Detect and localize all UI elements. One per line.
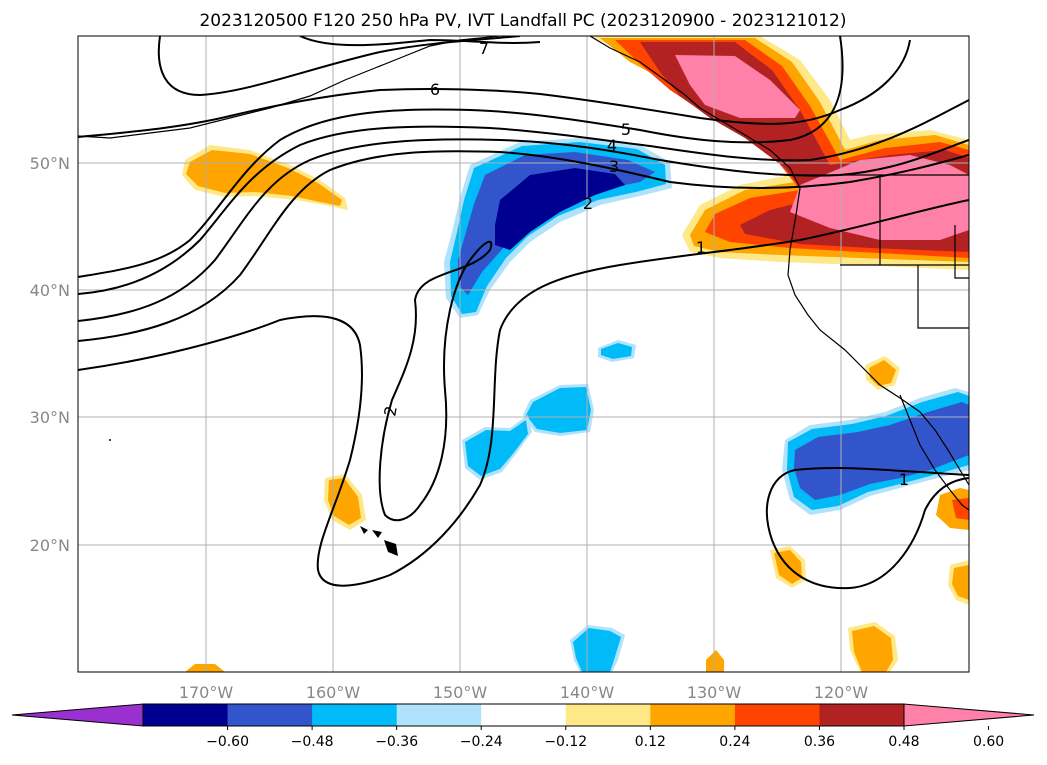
islands xyxy=(109,439,398,556)
contour-label: 7 xyxy=(479,39,489,58)
lon-tick-label: 160°W xyxy=(306,683,361,702)
latitude-labels: 50°N 40°N 30°N 20°N xyxy=(30,154,70,555)
colorbar-tick-label: −0.24 xyxy=(460,734,503,750)
colorbar-segment xyxy=(565,704,651,726)
colorbar-tick-label: 0.60 xyxy=(973,734,1004,750)
lon-tick-label: 140°W xyxy=(560,683,615,702)
colorbar-extend-max xyxy=(904,704,1034,726)
lat-tick-label: 30°N xyxy=(30,408,70,427)
colorbar-segment xyxy=(396,704,482,726)
contour-label: 2 xyxy=(583,194,593,213)
lat-tick-label: 40°N xyxy=(30,281,70,300)
colorbar-tick-label: 0.36 xyxy=(804,734,835,750)
pv-contours xyxy=(78,36,969,590)
colorbar-tick-label: 0.48 xyxy=(888,734,919,750)
map-frame xyxy=(77,35,970,673)
colorbar-segment xyxy=(734,704,820,726)
lat-tick-label: 50°N xyxy=(30,154,70,173)
colorbar-segment xyxy=(143,704,229,726)
colorbar: −0.60 −0.48 −0.36 −0.24 −0.12 0.12 0.24 0.36 0.4… xyxy=(11,703,1035,750)
pv-contour-labels: 7 6 5 4 3 2 1 2 1 xyxy=(380,39,909,489)
colorbar-segment xyxy=(650,704,736,726)
colorbar-frame xyxy=(142,703,905,727)
negative-ivt-anomalies xyxy=(444,138,969,672)
colorbar-segment xyxy=(312,704,398,726)
colorbar-tick-label: −0.48 xyxy=(291,734,334,750)
lat-tick-label: 20°N xyxy=(30,536,70,555)
map-panel: 7 6 5 4 3 2 1 2 1 xyxy=(78,36,969,672)
colorbar-segment xyxy=(227,704,313,726)
colorbar-extend-min xyxy=(12,704,143,726)
contour-label: 4 xyxy=(607,136,617,155)
colorbar-segment xyxy=(819,704,905,726)
lon-tick-label: 150°W xyxy=(433,683,488,702)
colorbar-segment xyxy=(481,704,567,726)
colorbar-ticks: −0.60 −0.48 −0.36 −0.24 −0.12 0.12 0.24 0.36 0.4… xyxy=(206,726,1004,750)
lon-tick-label: 120°W xyxy=(814,683,869,702)
colorbar-tick-label: 0.24 xyxy=(719,734,750,750)
contour-label: 3 xyxy=(609,157,619,176)
contour-label: 5 xyxy=(621,120,631,139)
colorbar-tick-label: 0.12 xyxy=(635,734,666,750)
contour-label: 1 xyxy=(899,470,909,489)
lon-tick-label: 130°W xyxy=(687,683,742,702)
longitude-labels: 170°W 160°W 150°W 140°W 130°W 120°W xyxy=(179,683,869,702)
lon-tick-label: 170°W xyxy=(179,683,234,702)
coastlines xyxy=(78,36,969,511)
colorbar-tick-label: −0.12 xyxy=(544,734,587,750)
colorbar-tick-label: −0.36 xyxy=(375,734,418,750)
map-title: 2023120500 F120 250 hPa PV, IVT Landfall… xyxy=(199,11,846,31)
colorbar-tick-label: −0.60 xyxy=(206,734,249,750)
colorbar-segments xyxy=(12,704,1034,726)
contour-label: 6 xyxy=(430,80,440,99)
graticule xyxy=(78,36,969,672)
contour-label: 2 xyxy=(380,404,400,417)
contour-label: 1 xyxy=(696,238,706,257)
